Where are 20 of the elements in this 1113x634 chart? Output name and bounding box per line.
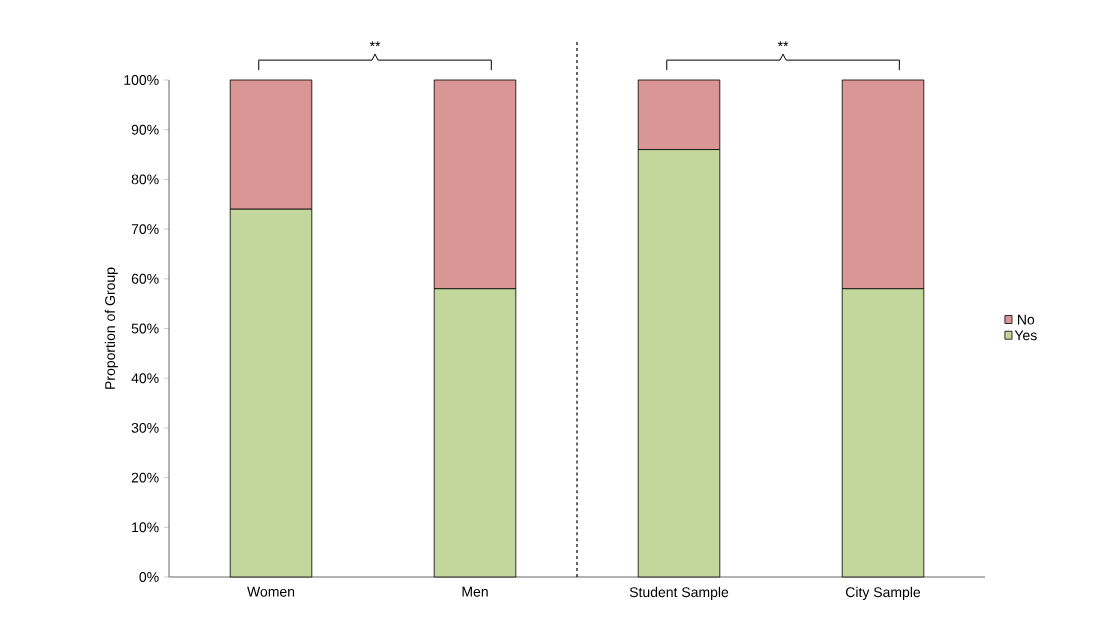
y-tick-label: 80% (131, 174, 159, 185)
y-tick-label: 0% (139, 572, 159, 582)
x-tick-label: Student Sample (629, 586, 729, 600)
y-tick-label: 100% (124, 75, 159, 85)
y-tick-label: 40% (131, 373, 159, 384)
y-tick-label: 90% (131, 124, 159, 135)
text: ** (369, 41, 381, 47)
legend-label: No (1018, 314, 1035, 325)
text: ** (777, 41, 789, 47)
legend-label: Yes (1014, 330, 1037, 341)
y-tick-label: 30% (131, 422, 159, 433)
y-tick-label: 20% (131, 472, 159, 483)
y-axis-title: Proportion of Group (104, 267, 118, 389)
y-tick-label: 60% (131, 273, 159, 284)
y-tick-label: 50% (131, 323, 159, 334)
x-tick-label: Men (462, 586, 488, 597)
y-tick-label: 70% (131, 224, 159, 235)
x-tick-label: City Sample (845, 586, 921, 600)
x-tick-label: Women (247, 586, 295, 597)
y-tick-label: 10% (132, 522, 159, 533)
